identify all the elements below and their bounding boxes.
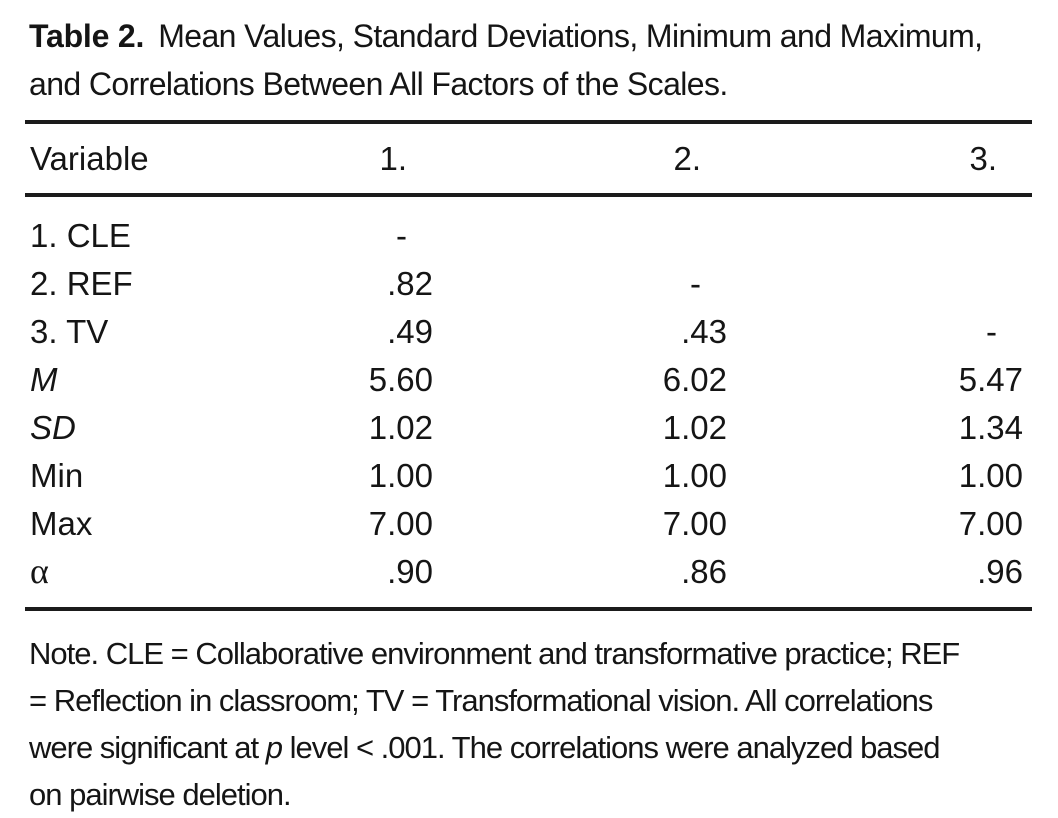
cell-value: .49 [387, 312, 433, 350]
note-p-symbol: p [265, 730, 283, 765]
table-row-mean: M 5.60 6.02 5.47 [25, 355, 1032, 403]
cell-value: 5.60 [368, 360, 433, 398]
column-header-1: 1. [225, 122, 433, 197]
row-label: 1. CLE [30, 216, 131, 254]
table-row-min: Min 1.00 1.00 1.00 [25, 451, 1032, 499]
cell-value: - [690, 264, 701, 302]
cell-value: 7.00 [958, 504, 1023, 542]
table-row-cle: 1. CLE - [25, 195, 1032, 259]
cell-value: 1.34 [958, 408, 1023, 446]
note-line: were significant at p level < .001. The … [29, 724, 1032, 771]
cell-value: - [396, 216, 407, 254]
note-line: on pairwise deletion. [29, 777, 292, 812]
cell-value: 1.00 [958, 456, 1023, 494]
cell-value: - [986, 312, 997, 350]
column-header-2: 2. [433, 122, 727, 197]
note-text: were significant at [29, 730, 266, 765]
table-row-max: Max 7.00 7.00 7.00 [25, 499, 1032, 547]
row-label: 3. TV [30, 312, 109, 350]
note-text: level < .001. The correlations were anal… [281, 730, 941, 765]
correlation-table: Variable 1. 2. 3. 1. CLE - 2. REF .82 - … [25, 120, 1032, 611]
table-header: Variable 1. 2. 3. [25, 122, 1032, 197]
header-row: Variable 1. 2. 3. [25, 122, 1032, 197]
row-label-alpha: α [30, 551, 49, 591]
table-row-ref: 2. REF .82 - [25, 259, 1032, 307]
cell-value: 7.00 [662, 504, 727, 542]
row-label: M [30, 360, 58, 398]
cell-value: .86 [681, 552, 727, 590]
table-row-alpha: α .90 .86 .96 [25, 547, 1032, 609]
column-header-variable: Variable [25, 122, 225, 197]
cell-value: 1.02 [368, 408, 433, 446]
cell-value: .96 [977, 552, 1023, 590]
row-label: Min [30, 456, 84, 494]
cell-value: 1.02 [662, 408, 727, 446]
row-label: SD [30, 408, 76, 446]
cell-value: 5.47 [958, 360, 1023, 398]
table-row-sd: SD 1.02 1.02 1.34 [25, 403, 1032, 451]
cell-value: 6.02 [662, 360, 727, 398]
cell-value [727, 259, 1032, 307]
cell-value: .82 [387, 264, 433, 302]
table-caption-text: Mean Values, Standard Deviations, Minimu… [29, 18, 983, 102]
row-label: Max [30, 504, 93, 542]
cell-value: .90 [387, 552, 433, 590]
cell-value: 7.00 [368, 504, 433, 542]
cell-value: 1.00 [662, 456, 727, 494]
table-caption: Table 2. Mean Values, Standard Deviations… [29, 12, 1032, 108]
cell-value: .43 [681, 312, 727, 350]
row-label: 2. REF [30, 264, 133, 302]
table-caption-number: Table 2. [29, 18, 145, 54]
note-line: Note. CLE = Collaborative environment an… [29, 636, 960, 671]
note-line: = Reflection in classroom; TV = Transfor… [29, 683, 933, 718]
cell-value [433, 195, 727, 259]
cell-value: 1.00 [368, 456, 433, 494]
column-header-3: 3. [727, 122, 1032, 197]
table-note: Note. CLE = Collaborative environment an… [29, 630, 1032, 818]
table-body: 1. CLE - 2. REF .82 - 3. TV .49 .43 - M … [25, 195, 1032, 609]
cell-value [727, 195, 1032, 259]
table-row-tv: 3. TV .49 .43 - [25, 307, 1032, 355]
